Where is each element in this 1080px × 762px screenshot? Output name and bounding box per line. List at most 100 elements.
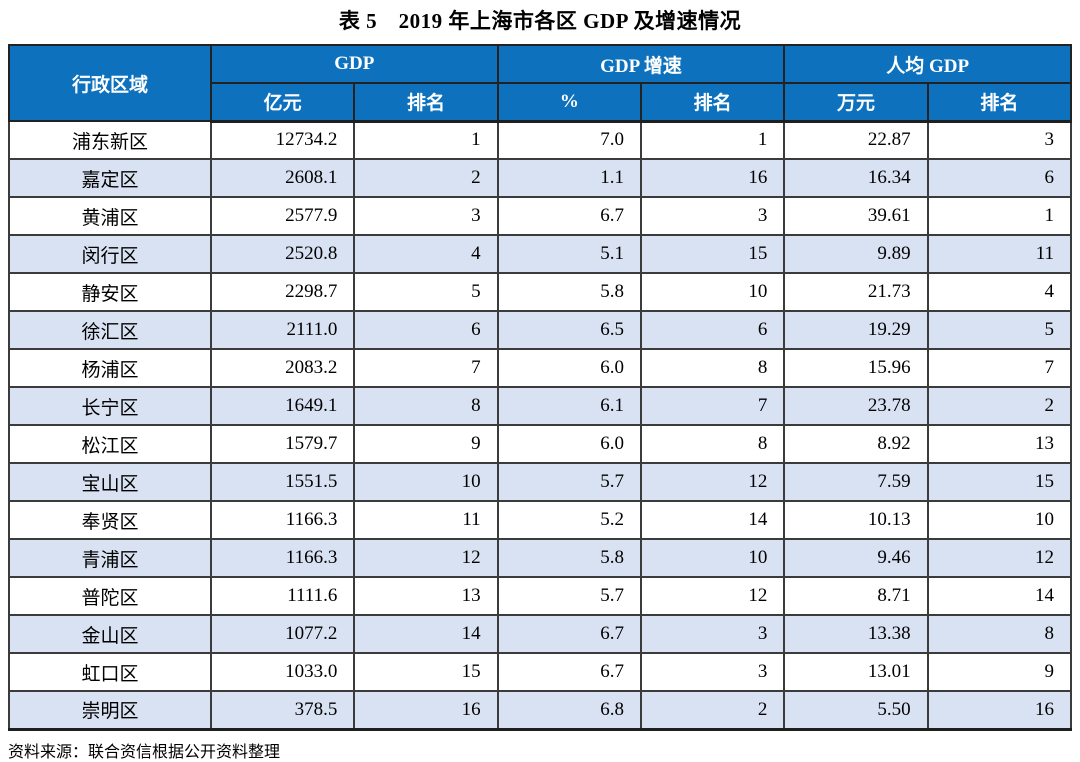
region-cell: 静安区 [8, 272, 212, 312]
per-capita-value-cell: 10.13 [783, 500, 929, 540]
growth-value-cell: 6.7 [496, 614, 642, 654]
growth-rank-cell: 14 [639, 500, 786, 540]
region-cell: 崇明区 [8, 690, 212, 731]
per-capita-value-cell: 39.61 [783, 196, 929, 236]
per-capita-rank-cell: 8 [926, 614, 1073, 654]
gdp-rank-cell: 16 [353, 690, 499, 731]
gdp-value-cell: 2520.8 [209, 234, 356, 274]
gdp-rank-cell: 4 [353, 234, 499, 274]
per-capita-value-cell: 5.50 [783, 690, 929, 731]
gdp-value-cell: 12734.2 [209, 120, 356, 160]
gdp-value-cell: 1111.6 [209, 576, 356, 616]
gdp-value-cell: 1579.7 [209, 424, 356, 464]
header-region: 行政区域 [8, 44, 212, 122]
growth-rank-cell: 7 [639, 386, 786, 426]
gdp-rank-cell: 13 [353, 576, 499, 616]
growth-rank-cell: 12 [639, 462, 786, 502]
table-row: 嘉定区 2608.1 2 1.1 16 16.34 6 [8, 158, 1073, 198]
table-row: 松江区 1579.7 9 6.0 8 8.92 13 [8, 424, 1073, 464]
header-growth-rank: 排名 [639, 82, 786, 123]
gdp-rank-cell: 3 [353, 196, 499, 236]
growth-rank-cell: 15 [639, 234, 786, 274]
gdp-rank-cell: 2 [353, 158, 499, 198]
region-cell: 杨浦区 [8, 348, 212, 388]
table-row: 普陀区 1111.6 13 5.7 12 8.71 14 [8, 576, 1073, 616]
growth-value-cell: 6.5 [496, 310, 642, 350]
table-row: 虹口区 1033.0 15 6.7 3 13.01 9 [8, 652, 1073, 692]
header-growth-unit: % [496, 82, 642, 123]
growth-value-cell: 6.0 [496, 348, 642, 388]
gdp-rank-cell: 10 [353, 462, 499, 502]
table-row: 黄浦区 2577.9 3 6.7 3 39.61 1 [8, 196, 1073, 236]
growth-rank-cell: 2 [639, 690, 786, 731]
gdp-value-cell: 2298.7 [209, 272, 356, 312]
growth-value-cell: 6.8 [496, 690, 642, 731]
growth-rank-cell: 8 [639, 348, 786, 388]
per-capita-value-cell: 16.34 [783, 158, 929, 198]
per-capita-rank-cell: 14 [926, 576, 1073, 616]
growth-rank-cell: 10 [639, 272, 786, 312]
per-capita-rank-cell: 10 [926, 500, 1073, 540]
gdp-value-cell: 1166.3 [209, 538, 356, 578]
gdp-value-cell: 1166.3 [209, 500, 356, 540]
per-capita-value-cell: 13.38 [783, 614, 929, 654]
region-cell: 徐汇区 [8, 310, 212, 350]
table-row: 浦东新区 12734.2 1 7.0 1 22.87 3 [8, 120, 1073, 160]
growth-rank-cell: 3 [639, 652, 786, 692]
gdp-value-cell: 2083.2 [209, 348, 356, 388]
page-title: 表 5 2019 年上海市各区 GDP 及增速情况 [338, 9, 742, 33]
growth-rank-cell: 6 [639, 310, 786, 350]
per-capita-value-cell: 7.59 [783, 462, 929, 502]
gdp-table: 行政区域 GDP GDP 增速 人均 GDP 亿元 排名 % 排名 万元 排名 … [8, 44, 1073, 731]
gdp-rank-cell: 8 [353, 386, 499, 426]
growth-value-cell: 6.7 [496, 196, 642, 236]
source-note: 资料来源：联合资信根据公开资料整理 [8, 743, 281, 761]
growth-value-cell: 5.2 [496, 500, 642, 540]
growth-value-cell: 5.7 [496, 576, 642, 616]
per-capita-rank-cell: 3 [926, 120, 1073, 160]
header-per-capita-unit: 万元 [783, 82, 929, 123]
table-row: 徐汇区 2111.0 6 6.5 6 19.29 5 [8, 310, 1073, 350]
growth-rank-cell: 3 [639, 614, 786, 654]
per-capita-rank-cell: 12 [926, 538, 1073, 578]
region-cell: 长宁区 [8, 386, 212, 426]
gdp-value-cell: 378.5 [209, 690, 356, 731]
growth-rank-cell: 1 [639, 120, 786, 160]
header-group-row: 行政区域 GDP GDP 增速 人均 GDP [8, 44, 1072, 122]
table-row: 奉贤区 1166.3 11 5.2 14 10.13 10 [8, 500, 1073, 540]
header-per-capita-rank: 排名 [926, 82, 1073, 123]
region-cell: 金山区 [8, 614, 212, 654]
per-capita-value-cell: 22.87 [783, 120, 929, 160]
per-capita-rank-cell: 16 [926, 690, 1073, 731]
gdp-value-cell: 2608.1 [209, 158, 356, 198]
header-gdp-rank: 排名 [353, 82, 499, 123]
growth-value-cell: 1.1 [496, 158, 642, 198]
per-capita-rank-cell: 5 [926, 310, 1073, 350]
growth-rank-cell: 12 [639, 576, 786, 616]
per-capita-rank-cell: 13 [926, 424, 1073, 464]
header-sub-row: 亿元 排名 % 排名 万元 排名 [9, 82, 1073, 123]
gdp-rank-cell: 14 [353, 614, 499, 654]
gdp-value-cell: 2577.9 [209, 196, 356, 236]
gdp-rank-cell: 6 [353, 310, 499, 350]
growth-value-cell: 5.7 [496, 462, 642, 502]
growth-value-cell: 7.0 [496, 120, 642, 160]
gdp-value-cell: 1077.2 [209, 614, 356, 654]
region-cell: 黄浦区 [8, 196, 212, 236]
per-capita-rank-cell: 6 [926, 158, 1073, 198]
growth-rank-cell: 8 [639, 424, 786, 464]
growth-value-cell: 6.0 [496, 424, 642, 464]
header-gdp-unit: 亿元 [209, 82, 356, 123]
table-row: 杨浦区 2083.2 7 6.0 8 15.96 7 [8, 348, 1073, 388]
gdp-rank-cell: 1 [353, 120, 499, 160]
region-cell: 嘉定区 [8, 158, 212, 198]
growth-value-cell: 5.8 [496, 538, 642, 578]
table-row: 宝山区 1551.5 10 5.7 12 7.59 15 [8, 462, 1073, 502]
gdp-rank-cell: 12 [353, 538, 499, 578]
table-row: 青浦区 1166.3 12 5.8 10 9.46 12 [8, 538, 1073, 578]
region-cell: 闵行区 [8, 234, 212, 274]
gdp-rank-cell: 11 [353, 500, 499, 540]
per-capita-rank-cell: 15 [926, 462, 1073, 502]
table-row: 静安区 2298.7 5 5.8 10 21.73 4 [8, 272, 1073, 312]
